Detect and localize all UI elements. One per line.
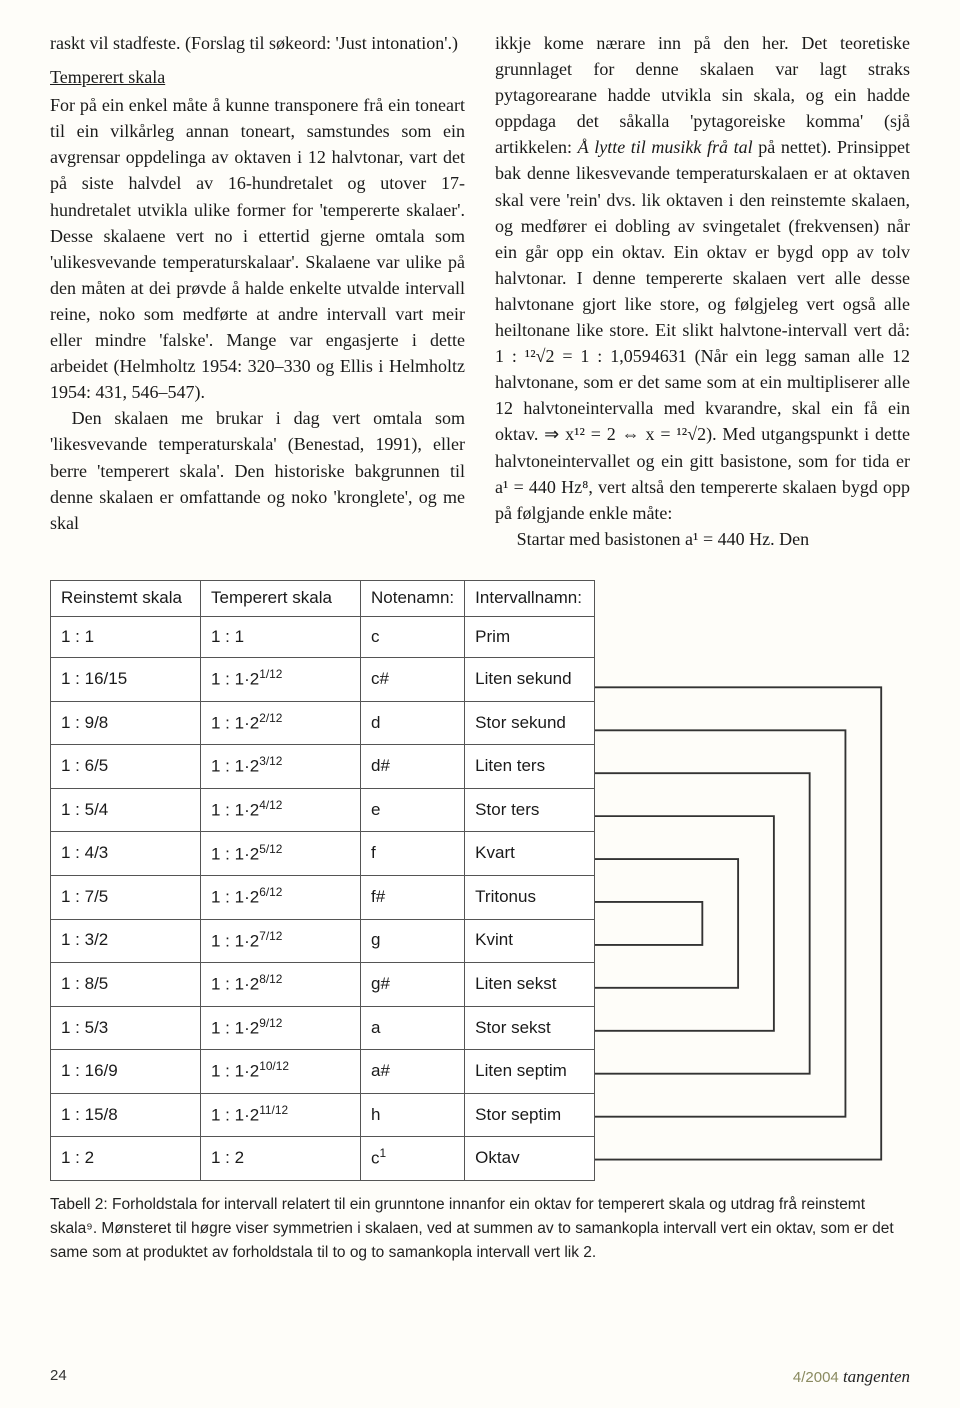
page-number: 24 bbox=[50, 1365, 67, 1390]
th-4: Intervallnamn: bbox=[465, 580, 595, 616]
table-row: 1 : 3/21 : 1·27/12gKvint bbox=[51, 919, 595, 963]
section-heading: Temperert skala bbox=[50, 64, 465, 90]
page-footer: 24 4/2004 tangenten bbox=[50, 1365, 910, 1390]
table-row: 1 : 9/81 : 1·22/12dStor sekund bbox=[51, 701, 595, 745]
table-cell: 1 : 1·21/12 bbox=[201, 658, 361, 702]
table-row: 1 : 6/51 : 1·23/12d#Liten ters bbox=[51, 745, 595, 789]
para-intro: raskt vil stadfeste. (Forslag til søkeor… bbox=[50, 30, 465, 56]
footer-right: 4/2004 tangenten bbox=[793, 1365, 910, 1390]
table-cell: 1 : 15/8 bbox=[51, 1093, 201, 1137]
table-cell: e bbox=[361, 788, 465, 832]
table-row: 1 : 15/81 : 1·211/12hStor septim bbox=[51, 1093, 595, 1137]
table-cell: 1 : 2 bbox=[201, 1137, 361, 1181]
table-row: 1 : 5/41 : 1·24/12eStor ters bbox=[51, 788, 595, 832]
table-row: 1 : 4/31 : 1·25/12fKvart bbox=[51, 832, 595, 876]
table-row: 1 : 16/151 : 1·21/12c#Liten sekund bbox=[51, 658, 595, 702]
th-1: Reinstemt skala bbox=[51, 580, 201, 616]
issue-label: 4/2004 bbox=[793, 1369, 839, 1386]
table-cell: c# bbox=[361, 658, 465, 702]
table-cell: Stor ters bbox=[465, 788, 595, 832]
table-cell: 1 : 1 bbox=[51, 616, 201, 658]
table-cell: Liten sekund bbox=[465, 658, 595, 702]
table-cell: Oktav bbox=[465, 1137, 595, 1181]
para-r1: ikkje kome nærare inn på den her. Det te… bbox=[495, 30, 910, 526]
table-cell: 1 : 5/4 bbox=[51, 788, 201, 832]
table-row: 1 : 21 : 2c1Oktav bbox=[51, 1137, 595, 1181]
table-wrap: Reinstemt skala Temperert skala Notenamn… bbox=[50, 580, 910, 1181]
right-column: ikkje kome nærare inn på den her. Det te… bbox=[495, 30, 910, 552]
table-cell: 1 : 5/3 bbox=[51, 1006, 201, 1050]
table-cell: 1 : 6/5 bbox=[51, 745, 201, 789]
table-cell: 1 : 2 bbox=[51, 1137, 201, 1181]
table-cell: a# bbox=[361, 1050, 465, 1094]
table-cell: a bbox=[361, 1006, 465, 1050]
table-cell: Prim bbox=[465, 616, 595, 658]
table-cell: 1 : 16/9 bbox=[51, 1050, 201, 1094]
table-row: 1 : 5/31 : 1·29/12aStor sekst bbox=[51, 1006, 595, 1050]
para-2: For på ein enkel måte å kunne transponer… bbox=[50, 92, 465, 405]
table-cell: 1 : 1·25/12 bbox=[201, 832, 361, 876]
table-cell: Liten septim bbox=[465, 1050, 595, 1094]
text-columns: raskt vil stadfeste. (Forslag til søkeor… bbox=[50, 30, 910, 552]
interval-table: Reinstemt skala Temperert skala Notenamn… bbox=[50, 580, 595, 1181]
table-cell: d bbox=[361, 701, 465, 745]
table-cell: Tritonus bbox=[465, 875, 595, 919]
table-row: 1 : 7/51 : 1·26/12f#Tritonus bbox=[51, 875, 595, 919]
th-3: Notenamn: bbox=[361, 580, 465, 616]
table-cell: 1 : 1·22/12 bbox=[201, 701, 361, 745]
para-r1-ital: Å lytte til musikk frå tal bbox=[578, 137, 753, 157]
table-cell: h bbox=[361, 1093, 465, 1137]
para-r1b: på nettet). Prinsippet bak denne likesve… bbox=[495, 137, 910, 522]
table-cell: Stor septim bbox=[465, 1093, 595, 1137]
table-row: 1 : 11 : 1cPrim bbox=[51, 616, 595, 658]
table-cell: 1 : 1·28/12 bbox=[201, 963, 361, 1007]
table-cell: 1 : 1 bbox=[201, 616, 361, 658]
table-cell: 1 : 4/3 bbox=[51, 832, 201, 876]
table-cell: 1 : 8/5 bbox=[51, 963, 201, 1007]
table-cell: f bbox=[361, 832, 465, 876]
table-cell: 1 : 1·26/12 bbox=[201, 875, 361, 919]
table-cell: 1 : 1·29/12 bbox=[201, 1006, 361, 1050]
table-cell: g bbox=[361, 919, 465, 963]
table-cell: Stor sekst bbox=[465, 1006, 595, 1050]
table-cell: 1 : 1·27/12 bbox=[201, 919, 361, 963]
table-caption: Tabell 2: Forholdstala for intervall rel… bbox=[50, 1193, 910, 1265]
table-cell: Stor sekund bbox=[465, 701, 595, 745]
table-cell: f# bbox=[361, 875, 465, 919]
para-3: Den skalaen me brukar i dag vert omtala … bbox=[50, 405, 465, 535]
table-cell: 1 : 9/8 bbox=[51, 701, 201, 745]
left-column: raskt vil stadfeste. (Forslag til søkeor… bbox=[50, 30, 465, 552]
table-cell: c1 bbox=[361, 1137, 465, 1181]
magazine-name: tangenten bbox=[843, 1367, 910, 1386]
table-cell: 1 : 1·23/12 bbox=[201, 745, 361, 789]
table-cell: Kvint bbox=[465, 919, 595, 963]
table-cell: 1 : 16/15 bbox=[51, 658, 201, 702]
table-cell: c bbox=[361, 616, 465, 658]
table-row: 1 : 16/91 : 1·210/12a#Liten septim bbox=[51, 1050, 595, 1094]
table-cell: Liten sekst bbox=[465, 963, 595, 1007]
table-header-row: Reinstemt skala Temperert skala Notenamn… bbox=[51, 580, 595, 616]
table-cell: 1 : 1·24/12 bbox=[201, 788, 361, 832]
table-cell: Kvart bbox=[465, 832, 595, 876]
table-cell: 1 : 7/5 bbox=[51, 875, 201, 919]
symmetry-brackets bbox=[595, 580, 910, 1181]
th-2: Temperert skala bbox=[201, 580, 361, 616]
table-row: 1 : 8/51 : 1·28/12g#Liten sekst bbox=[51, 963, 595, 1007]
table-cell: 1 : 3/2 bbox=[51, 919, 201, 963]
table-cell: 1 : 1·211/12 bbox=[201, 1093, 361, 1137]
table-cell: Liten ters bbox=[465, 745, 595, 789]
para-r2: Startar med basistonen a¹ = 440 Hz. Den bbox=[495, 526, 910, 552]
table-cell: 1 : 1·210/12 bbox=[201, 1050, 361, 1094]
table-cell: g# bbox=[361, 963, 465, 1007]
table-cell: d# bbox=[361, 745, 465, 789]
